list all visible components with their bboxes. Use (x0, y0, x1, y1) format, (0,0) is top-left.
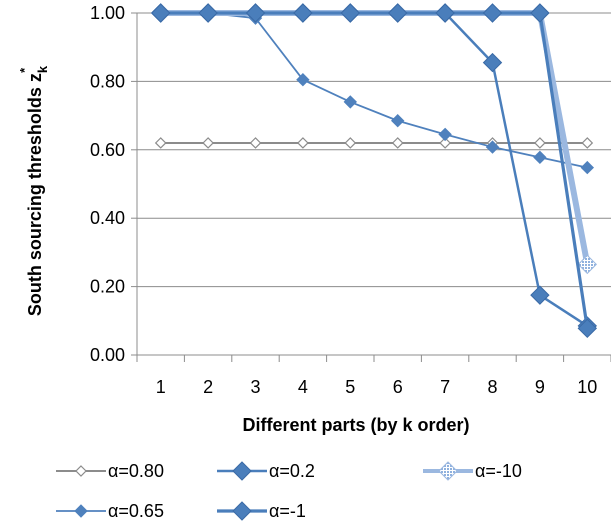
y-tick-label: 0.80 (90, 71, 125, 91)
data-point (297, 137, 309, 149)
data-point (435, 3, 455, 23)
x-tick-label: 4 (298, 377, 308, 397)
legend-item: α=0.65 (56, 501, 164, 521)
y-axis-title-superscript: * (17, 67, 32, 73)
legend-item: α=-10 (423, 461, 522, 481)
data-point (581, 137, 594, 149)
axes (136, 13, 611, 362)
x-axis-title: Different parts (by k order) (242, 415, 469, 435)
series-layer (150, 3, 598, 339)
data-point (577, 254, 598, 275)
data-point (340, 3, 361, 23)
y-tick-label: 1.00 (90, 3, 125, 23)
data-point (438, 127, 452, 142)
series-line (160, 11, 589, 329)
data-point (534, 137, 546, 149)
data-point (530, 3, 550, 23)
series-line (160, 11, 588, 327)
data-point (296, 72, 310, 87)
data-point (580, 160, 595, 175)
x-tick-label: 5 (345, 377, 355, 397)
legend-item: α=0.80 (56, 461, 164, 481)
x-tick-label: 2 (203, 377, 213, 397)
data-point (198, 3, 218, 23)
x-tick-label: 10 (577, 377, 597, 397)
data-point (530, 285, 550, 305)
legend-label: α=0.80 (108, 461, 164, 481)
legend-label: α=0.2 (269, 461, 315, 481)
legend-label: α=0.65 (108, 501, 164, 521)
data-point (533, 150, 547, 165)
data-point (344, 137, 357, 149)
series-2 (150, 3, 598, 336)
data-point (150, 3, 171, 23)
y-axis-title-subscript: k (35, 65, 50, 73)
legend-marker (74, 504, 88, 518)
series-line (160, 12, 588, 169)
data-point (391, 137, 404, 149)
data-point (482, 52, 503, 73)
data-point (293, 3, 313, 23)
data-point (245, 3, 266, 23)
data-point (485, 140, 500, 154)
legend-marker (232, 501, 252, 521)
series-4 (153, 6, 595, 175)
y-axis-title: South sourcing thresholds zk* (17, 65, 50, 316)
data-point (482, 3, 503, 23)
y-tick-label: 0.60 (90, 140, 125, 160)
y-axis-title-main: South sourcing thresholds z (25, 73, 45, 316)
y-tick-label: 0.00 (90, 345, 125, 365)
y-tick-label: 0.20 (90, 277, 125, 297)
x-tick-label: 3 (250, 377, 260, 397)
legend-item: α=0.2 (217, 461, 315, 481)
x-tick-label: 6 (393, 377, 403, 397)
legend: α=0.80 α=0.2 α=-10 α=0.65 α=-1 (56, 461, 522, 521)
y-tick-labels: 0.00 0.20 0.40 0.60 0.80 1.00 (90, 3, 125, 365)
legend-marker (438, 461, 458, 481)
legend-marker (232, 461, 252, 481)
x-tick-label: 7 (440, 377, 450, 397)
series-line (160, 10, 591, 265)
data-point (202, 137, 214, 149)
data-point (390, 114, 405, 128)
data-point (154, 137, 167, 149)
x-tick-label: 9 (535, 377, 545, 397)
legend-marker (75, 465, 87, 477)
series-1 (154, 137, 594, 149)
x-tick-label: 1 (156, 377, 166, 397)
x-tick-label: 8 (487, 377, 497, 397)
series-3 (150, 3, 598, 275)
data-point (343, 95, 358, 109)
data-point (577, 318, 598, 339)
y-tick-label: 0.40 (90, 208, 125, 228)
data-point (387, 3, 408, 23)
data-point (249, 137, 262, 149)
series-5 (150, 3, 598, 339)
data-point (439, 137, 451, 149)
x-tick-labels: 1 2 3 4 5 6 7 8 9 10 (156, 377, 598, 397)
legend-label: α=-1 (269, 501, 306, 521)
legend-item: α=-1 (217, 501, 306, 521)
legend-label: α=-10 (475, 461, 522, 481)
